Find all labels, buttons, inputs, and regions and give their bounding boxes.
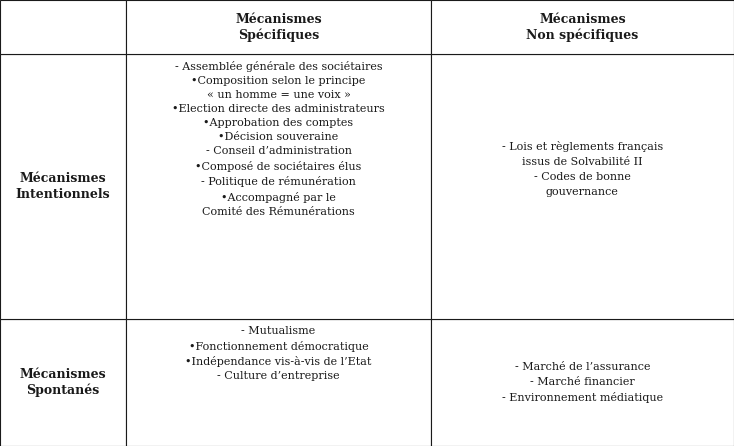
Bar [126, 319, 431, 446]
Text: - Mutualisme
•Fonctionnement démocratique
•Indépendance vis-à-vis de l’Etat
- Cu: - Mutualisme •Fonctionnement démocratiqu… [186, 326, 371, 381]
Text: Mécanismes: Mécanismes [20, 172, 106, 186]
Text: Mécanismes: Mécanismes [235, 12, 322, 26]
Text: - Assemblée générale des sociétaires
•Composition selon le principe
« un homme =: - Assemblée générale des sociétaires •Co… [172, 61, 385, 217]
Text: Spontanés: Spontanés [26, 384, 100, 397]
Bar [431, 0, 734, 54]
Text: Mécanismes: Mécanismes [20, 368, 106, 381]
Bar [126, 0, 431, 54]
Bar [0, 319, 126, 446]
Bar [431, 319, 734, 446]
Bar [0, 54, 126, 319]
Text: Mécanismes: Mécanismes [539, 12, 626, 26]
Bar [431, 54, 734, 319]
Bar [126, 54, 431, 319]
Text: Intentionnels: Intentionnels [16, 188, 110, 202]
Bar [0, 0, 126, 54]
Text: Non spécifiques: Non spécifiques [526, 29, 639, 42]
Text: - Marché de l’assurance
- Marché financier
- Environnement médiatique: - Marché de l’assurance - Marché financi… [502, 362, 663, 403]
Text: - Lois et règlements français
issus de Solvabilité II
- Codes de bonne
gouvernan: - Lois et règlements français issus de S… [502, 141, 663, 197]
Text: Spécifiques: Spécifiques [238, 29, 319, 42]
